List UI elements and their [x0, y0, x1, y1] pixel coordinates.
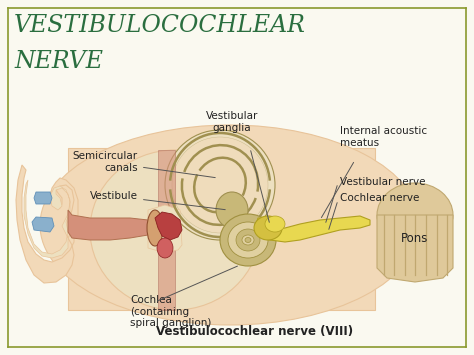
- Ellipse shape: [242, 235, 254, 245]
- Text: Vestibular nerve: Vestibular nerve: [340, 177, 426, 187]
- Text: NERVE: NERVE: [14, 50, 103, 73]
- Polygon shape: [34, 192, 52, 204]
- Text: Cochlear nerve: Cochlear nerve: [340, 193, 419, 203]
- Text: Pons: Pons: [401, 231, 428, 245]
- Ellipse shape: [216, 192, 248, 228]
- Text: Semicircular
canals: Semicircular canals: [73, 151, 215, 178]
- Polygon shape: [377, 215, 453, 282]
- Ellipse shape: [245, 237, 251, 242]
- Polygon shape: [68, 210, 155, 240]
- Text: Vestibular
ganglia: Vestibular ganglia: [206, 111, 258, 133]
- Polygon shape: [68, 148, 375, 310]
- Text: VESTIBULOCOCHLEAR: VESTIBULOCOCHLEAR: [14, 14, 306, 37]
- Polygon shape: [255, 216, 370, 242]
- Ellipse shape: [377, 183, 453, 247]
- Text: Vestibulocochlear nerve (VIII): Vestibulocochlear nerve (VIII): [156, 326, 354, 339]
- Polygon shape: [148, 205, 182, 252]
- Ellipse shape: [236, 229, 260, 251]
- Polygon shape: [158, 150, 175, 310]
- Ellipse shape: [157, 238, 173, 258]
- Polygon shape: [16, 165, 78, 283]
- Text: Cochlea
(containing
spiral ganglion): Cochlea (containing spiral ganglion): [130, 295, 211, 328]
- Ellipse shape: [40, 125, 420, 325]
- Text: Internal acoustic
meatus: Internal acoustic meatus: [340, 126, 427, 148]
- Polygon shape: [24, 180, 70, 258]
- Ellipse shape: [172, 137, 268, 233]
- Ellipse shape: [147, 210, 163, 246]
- Ellipse shape: [90, 150, 260, 310]
- Polygon shape: [32, 217, 54, 232]
- Ellipse shape: [220, 214, 276, 266]
- Polygon shape: [155, 212, 182, 240]
- Ellipse shape: [265, 216, 285, 232]
- Text: Vestibule: Vestibule: [90, 191, 225, 210]
- Ellipse shape: [165, 130, 275, 240]
- Ellipse shape: [228, 222, 268, 258]
- Ellipse shape: [254, 216, 282, 240]
